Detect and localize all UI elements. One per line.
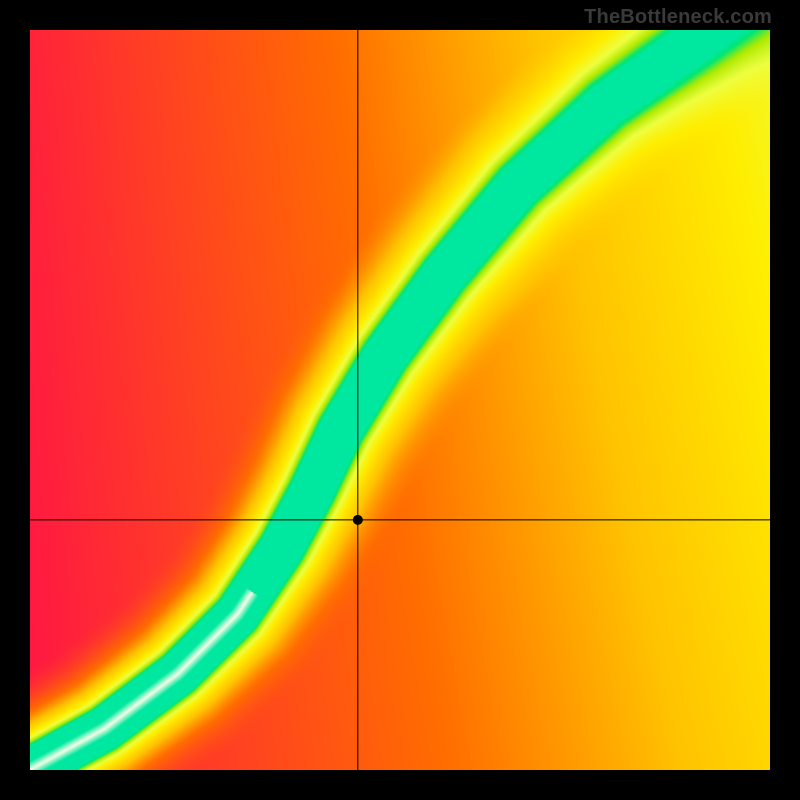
watermark-text: TheBottleneck.com — [584, 6, 772, 29]
bottleneck-heatmap — [30, 30, 770, 770]
figure-root: TheBottleneck.com — [0, 0, 800, 800]
